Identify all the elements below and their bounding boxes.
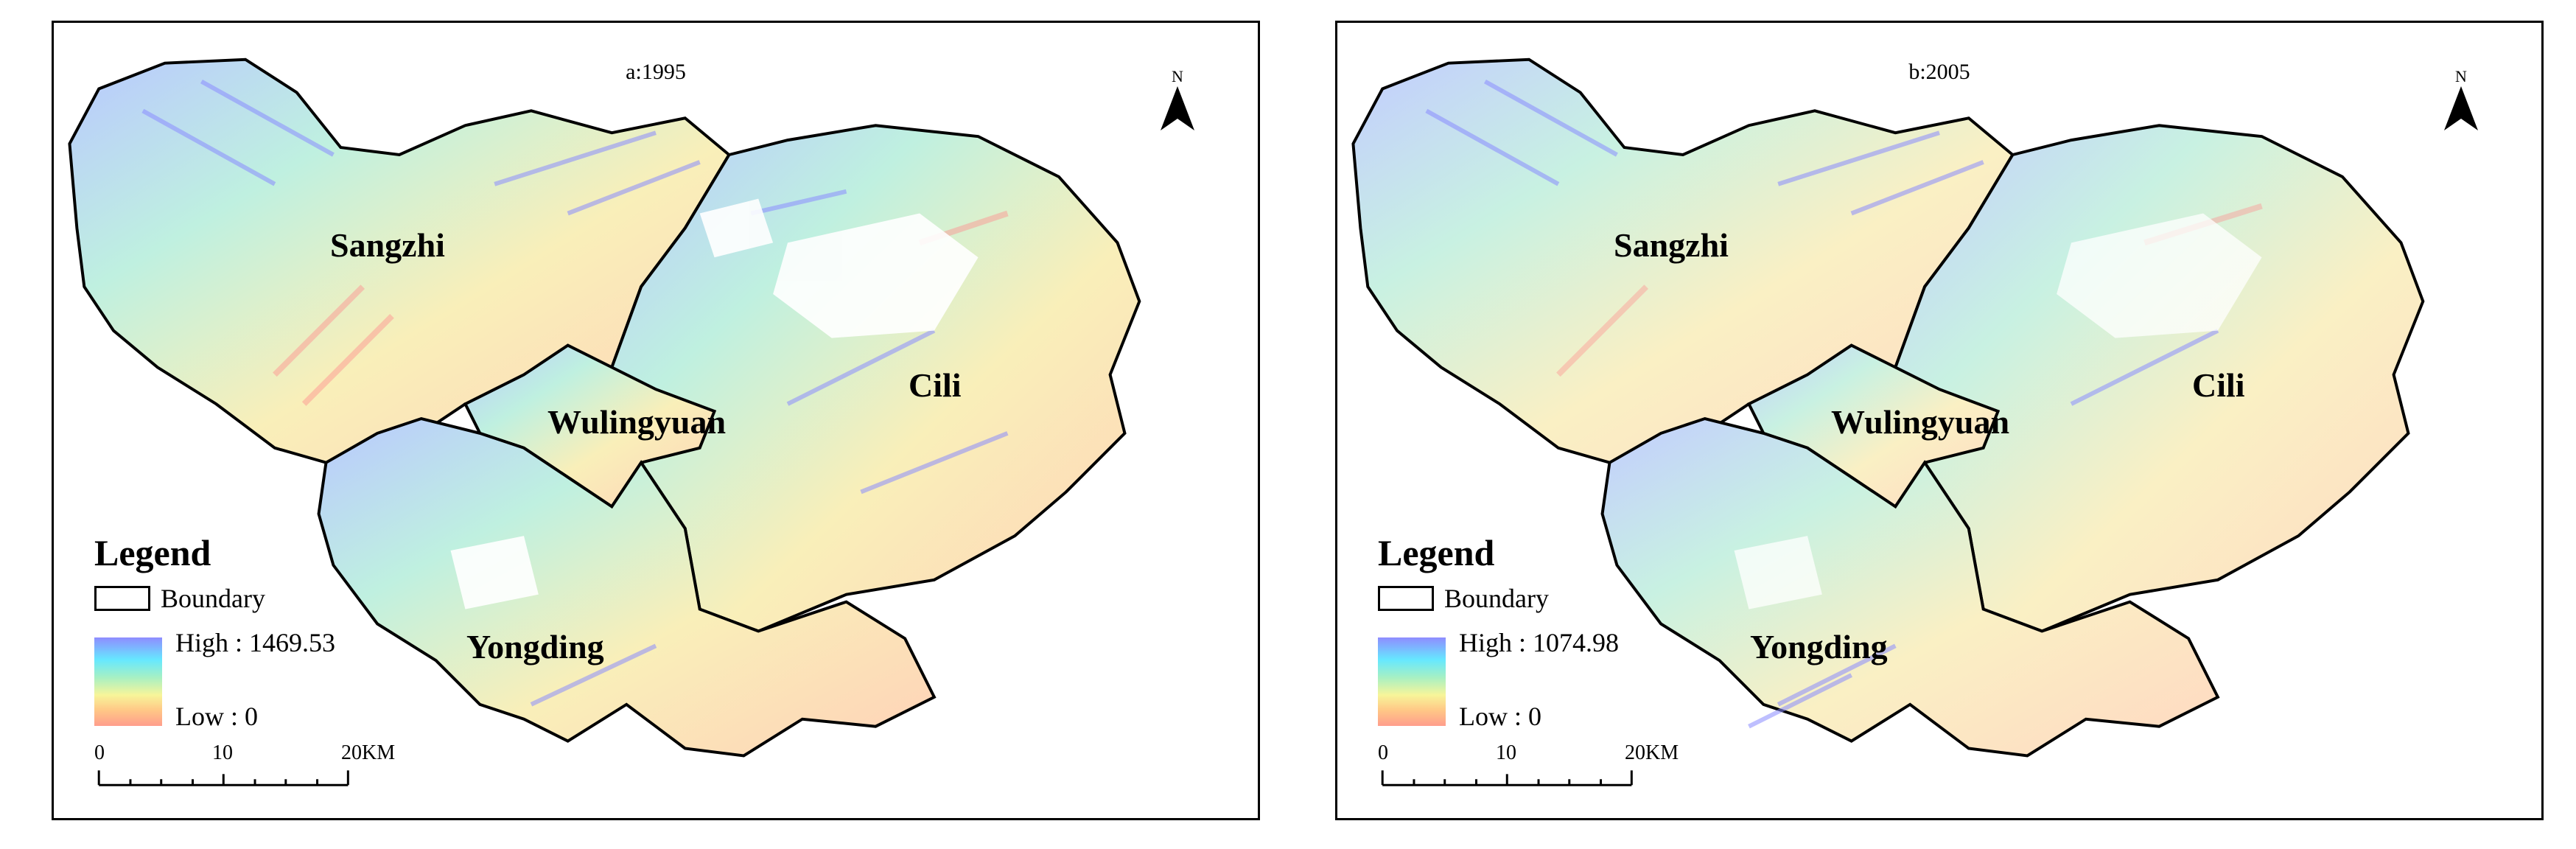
north-arrow-icon <box>2444 86 2478 130</box>
region-label-cili: Cili <box>2192 366 2245 404</box>
legend-color-ramp: High : 1469.53 Low : 0 <box>94 627 463 738</box>
scale-labels: 0 10 20KM <box>1378 741 1717 800</box>
map-canvas <box>68 57 1141 786</box>
north-label: N <box>1172 67 1183 85</box>
region-label-cili: Cili <box>909 366 962 404</box>
region-label-wulingyuan: Wulingyuan <box>1831 403 2010 441</box>
map-canvas <box>1351 57 2425 786</box>
panel-title: b:2005 <box>1908 60 1970 84</box>
color-ramp-swatch <box>1378 637 1446 726</box>
boundary-swatch <box>94 586 150 611</box>
legend-boundary: Boundary <box>94 583 463 614</box>
color-ramp-swatch <box>94 637 162 726</box>
ramp-high-label: High : 1074.98 <box>1459 628 1620 657</box>
region-label-yongding: Yongding <box>466 628 604 665</box>
scale-labels: 0 10 20KM <box>94 741 433 800</box>
boundary-swatch <box>1378 586 1434 611</box>
boundary-label: Boundary <box>1444 584 1549 613</box>
scale-bar <box>1381 770 1633 786</box>
north-label: N <box>2455 67 2467 85</box>
map-panel-2005: b:2005 N Sangzhi Wulingyuan Cili Yongdin… <box>1335 21 2544 820</box>
north-arrow-icon <box>1161 86 1194 130</box>
scale-bar <box>97 770 349 786</box>
legend-color-ramp: High : 1074.98 Low : 0 <box>1378 627 1746 738</box>
yongding-area <box>1600 416 2220 758</box>
legend-title: Legend <box>1378 532 1495 573</box>
north-arrow: N <box>1155 67 1200 134</box>
panel-title: a:1995 <box>626 60 686 84</box>
terrain-streaks <box>141 79 1009 707</box>
terrain-streaks <box>1425 79 2219 729</box>
legend: Legend Boundary High : 1469.53 Low : 0 <box>94 531 463 738</box>
scale-label-0: 0 <box>94 741 105 764</box>
scale-label-0: 0 <box>1378 741 1388 764</box>
map-panel-1995: a:1995 N Sangzhi Wulingyuan Cili Yongdin… <box>52 21 1260 820</box>
scale-label-10: 10 <box>1496 741 1516 764</box>
yongding-area <box>317 416 937 758</box>
ramp-low-label: Low : 0 <box>175 702 258 731</box>
scale-label-20: 20KM <box>1625 741 1679 764</box>
scale-label-20: 20KM <box>341 741 396 764</box>
legend-title: Legend <box>94 532 211 573</box>
north-arrow: N <box>2439 67 2483 134</box>
ramp-high-label: High : 1469.53 <box>175 628 336 657</box>
region-label-yongding: Yongding <box>1750 628 1888 665</box>
boundary-label: Boundary <box>161 584 265 613</box>
region-label-wulingyuan: Wulingyuan <box>547 403 727 441</box>
legend: Legend Boundary High : 1074.98 Low : 0 <box>1378 531 1746 738</box>
region-label-sangzhi: Sangzhi <box>1614 226 1729 264</box>
region-label-sangzhi: Sangzhi <box>330 226 445 264</box>
legend-boundary: Boundary <box>1378 583 1746 614</box>
scale-label-10: 10 <box>212 741 233 764</box>
ramp-low-label: Low : 0 <box>1459 702 1541 731</box>
